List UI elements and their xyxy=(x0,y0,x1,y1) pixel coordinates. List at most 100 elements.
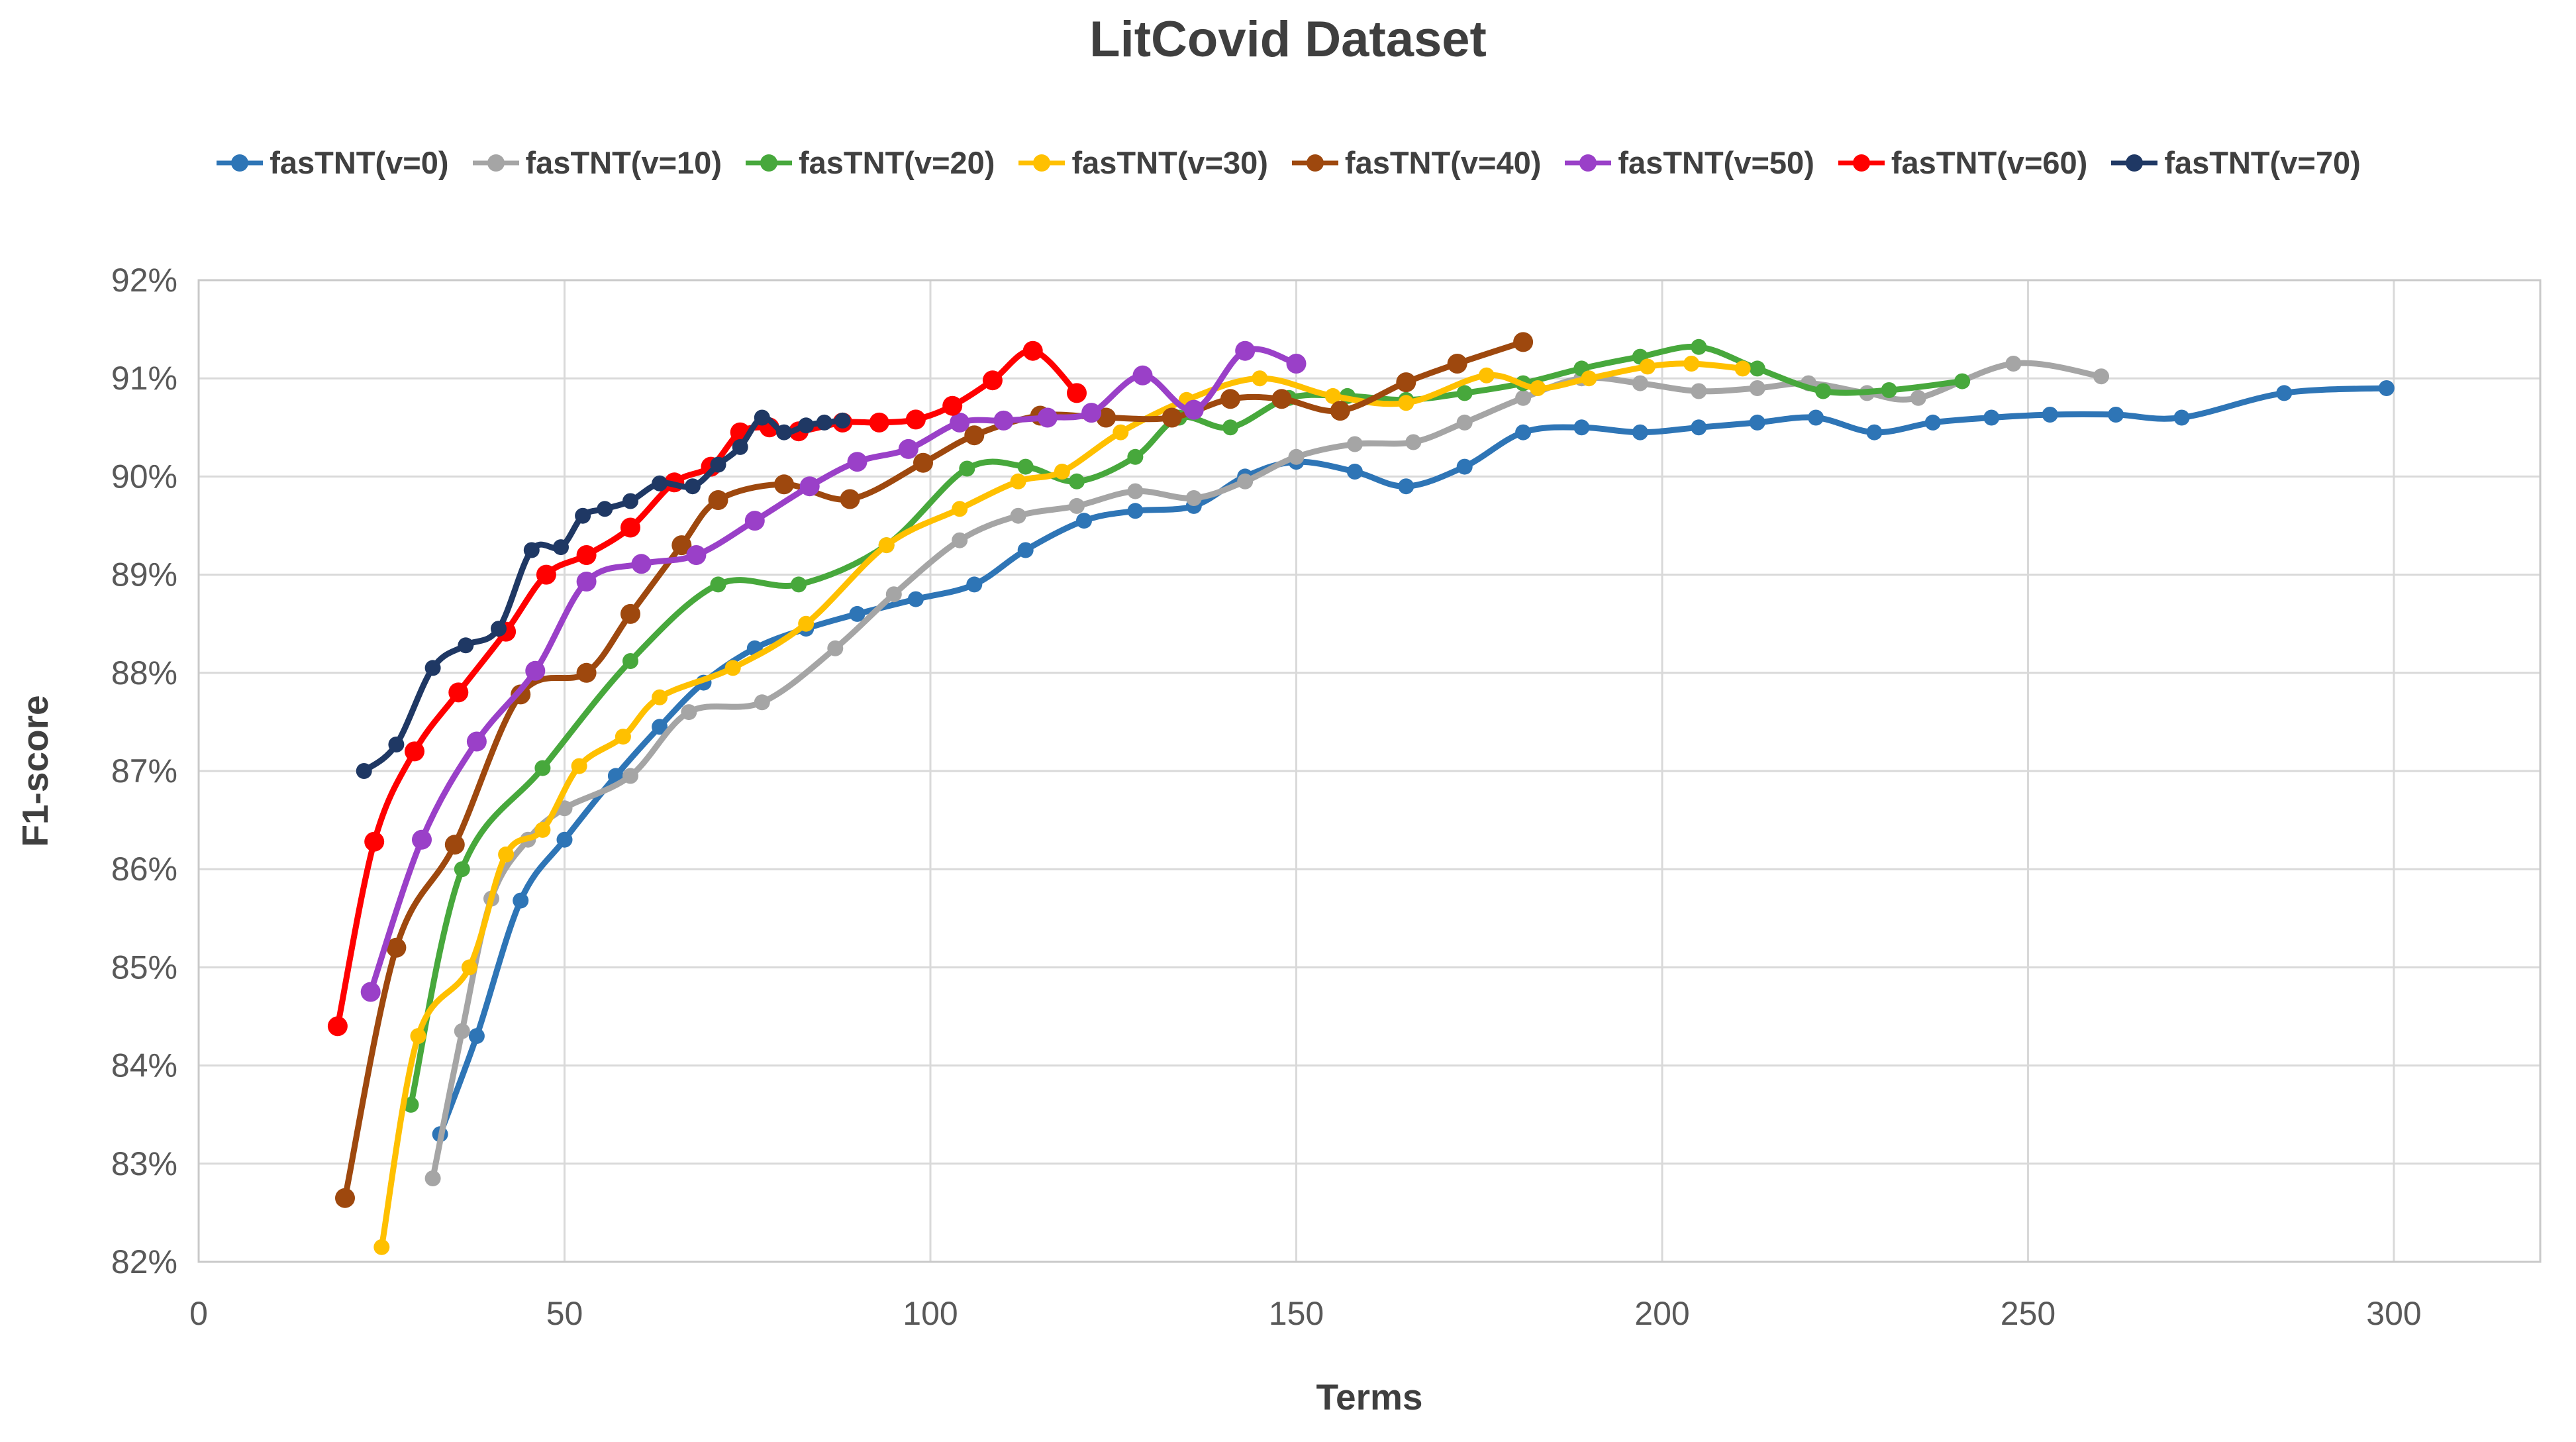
x-tick-label: 300 xyxy=(2366,1295,2421,1332)
series-marker-fastnt-v-20 xyxy=(1127,448,1144,465)
series-marker-fastnt-v-40 xyxy=(708,490,728,510)
series-marker-fastnt-v-40 xyxy=(1513,332,1534,352)
y-tick-label: 90% xyxy=(111,458,177,495)
series-marker-fastnt-v-60 xyxy=(1022,340,1043,361)
series-marker-fastnt-v-70 xyxy=(388,737,405,752)
series-marker-fastnt-v-60 xyxy=(942,395,963,416)
series-marker-fastnt-v-10 xyxy=(1749,380,1765,396)
series-marker-fastnt-v-30 xyxy=(1324,387,1341,404)
series-marker-fastnt-v-30 xyxy=(615,729,631,745)
series-marker-fastnt-v-10 xyxy=(885,586,902,603)
series-marker-fastnt-v-0 xyxy=(849,605,866,622)
series-marker-fastnt-v-30 xyxy=(410,1028,426,1045)
series-marker-fastnt-v-70 xyxy=(523,542,540,558)
series-marker-fastnt-v-30 xyxy=(798,615,815,632)
x-tick-label: 200 xyxy=(1634,1295,1689,1332)
series-marker-fastnt-v-50 xyxy=(799,476,820,497)
series-marker-fastnt-v-20 xyxy=(454,861,470,878)
series-marker-fastnt-v-10 xyxy=(1288,448,1305,465)
series-marker-fastnt-v-20 xyxy=(1222,419,1238,436)
series-marker-fastnt-v-10 xyxy=(2005,356,2022,372)
x-axis-title: Terms xyxy=(1316,1376,1423,1417)
series-marker-fastnt-v-70 xyxy=(553,539,569,556)
y-tick-label: 83% xyxy=(111,1145,177,1182)
legend-item-fastnt-v-10: fasTNT(v=10) xyxy=(471,144,722,181)
series-marker-fastnt-v-50 xyxy=(631,554,652,574)
series-marker-fastnt-v-60 xyxy=(364,831,385,852)
series-marker-fastnt-v-40 xyxy=(840,489,860,509)
series-marker-fastnt-v-10 xyxy=(1456,414,1473,431)
series-marker-fastnt-v-30 xyxy=(1530,380,1546,396)
series-line-fastnt-v-30 xyxy=(378,360,1746,1251)
series-marker-fastnt-v-20 xyxy=(1017,458,1034,475)
series-marker-fastnt-v-10 xyxy=(1515,389,1532,406)
y-tick-label: 87% xyxy=(111,752,177,790)
series-marker-fastnt-v-60 xyxy=(576,545,597,565)
series-marker-fastnt-v-30 xyxy=(498,847,515,862)
series-marker-fastnt-v-60 xyxy=(620,517,640,538)
x-tick-label: 100 xyxy=(903,1295,958,1332)
series-marker-fastnt-v-20 xyxy=(1069,473,1085,489)
series-line-fastnt-v-20 xyxy=(408,343,1965,1108)
series-marker-fastnt-v-40 xyxy=(576,662,597,683)
series-marker-fastnt-v-50 xyxy=(1235,340,1256,361)
legend-line-marker-icon xyxy=(472,154,519,172)
series-marker-fastnt-v-50 xyxy=(412,829,432,850)
series-marker-fastnt-v-40 xyxy=(444,835,465,855)
x-tick-label: 250 xyxy=(2001,1295,2056,1332)
legend-line-marker-icon xyxy=(217,154,264,172)
x-tick-label: 0 xyxy=(189,1295,208,1332)
y-tick-label: 89% xyxy=(111,556,177,593)
legend-label: fasTNT(v=30) xyxy=(1071,145,1268,180)
series-marker-fastnt-v-20 xyxy=(959,460,975,477)
series-marker-fastnt-v-0 xyxy=(1456,458,1473,475)
x-tick-label: 150 xyxy=(1269,1295,1324,1332)
series-marker-fastnt-v-50 xyxy=(1286,354,1307,374)
series-marker-fastnt-v-30 xyxy=(1252,370,1268,387)
series-marker-fastnt-v-50 xyxy=(1183,399,1204,420)
series-marker-fastnt-v-10 xyxy=(1185,490,1202,506)
y-tick-label: 82% xyxy=(111,1243,177,1280)
series-marker-fastnt-v-20 xyxy=(1954,373,1971,389)
series-marker-fastnt-v-40 xyxy=(1162,407,1182,428)
series-marker-fastnt-v-30 xyxy=(1639,358,1656,375)
series-marker-fastnt-v-70 xyxy=(356,763,372,779)
series-marker-fastnt-v-40 xyxy=(1220,389,1240,409)
series-line-fastnt-v-0 xyxy=(437,385,2390,1137)
series-marker-fastnt-v-30 xyxy=(534,821,551,838)
series-marker-fastnt-v-30 xyxy=(878,537,895,554)
legend-line-marker-icon xyxy=(1838,154,1885,172)
legend-label: fasTNT(v=10) xyxy=(525,145,722,180)
legend-label: fasTNT(v=50) xyxy=(1618,145,1814,180)
series-marker-fastnt-v-30 xyxy=(1010,473,1026,489)
series-marker-fastnt-v-40 xyxy=(1396,372,1416,393)
legend-label: fasTNT(v=70) xyxy=(2164,145,2361,180)
series-marker-fastnt-v-70 xyxy=(816,414,832,431)
series-marker-fastnt-v-50 xyxy=(744,511,765,531)
series-marker-fastnt-v-20 xyxy=(534,760,551,776)
series-marker-fastnt-v-30 xyxy=(652,689,668,705)
series-marker-fastnt-v-70 xyxy=(575,507,591,524)
series-marker-fastnt-v-50 xyxy=(847,452,867,472)
series-marker-fastnt-v-0 xyxy=(1749,414,1765,431)
legend-item-fastnt-v-60: fasTNT(v=60) xyxy=(1837,144,2087,181)
series-marker-fastnt-v-0 xyxy=(1076,513,1092,529)
series-marker-fastnt-v-70 xyxy=(622,493,638,509)
series-marker-fastnt-v-40 xyxy=(1330,401,1350,421)
y-tick-label: 88% xyxy=(111,654,177,692)
series-marker-fastnt-v-10 xyxy=(1910,389,1926,406)
legend-item-fastnt-v-50: fasTNT(v=50) xyxy=(1563,144,1814,181)
series-marker-fastnt-v-40 xyxy=(335,1188,355,1208)
series-marker-fastnt-v-10 xyxy=(952,532,968,548)
series-marker-fastnt-v-70 xyxy=(652,475,668,491)
series-marker-fastnt-v-10 xyxy=(754,694,770,711)
series-marker-fastnt-v-0 xyxy=(1983,409,2000,426)
series-marker-fastnt-v-20 xyxy=(1691,338,1707,355)
series-marker-fastnt-v-70 xyxy=(732,438,748,455)
series-marker-fastnt-v-70 xyxy=(684,478,701,495)
series-marker-fastnt-v-30 xyxy=(1581,370,1597,387)
series-marker-fastnt-v-0 xyxy=(1127,503,1144,519)
series-marker-fastnt-v-0 xyxy=(1346,464,1363,480)
series-marker-fastnt-v-50 xyxy=(686,545,707,565)
